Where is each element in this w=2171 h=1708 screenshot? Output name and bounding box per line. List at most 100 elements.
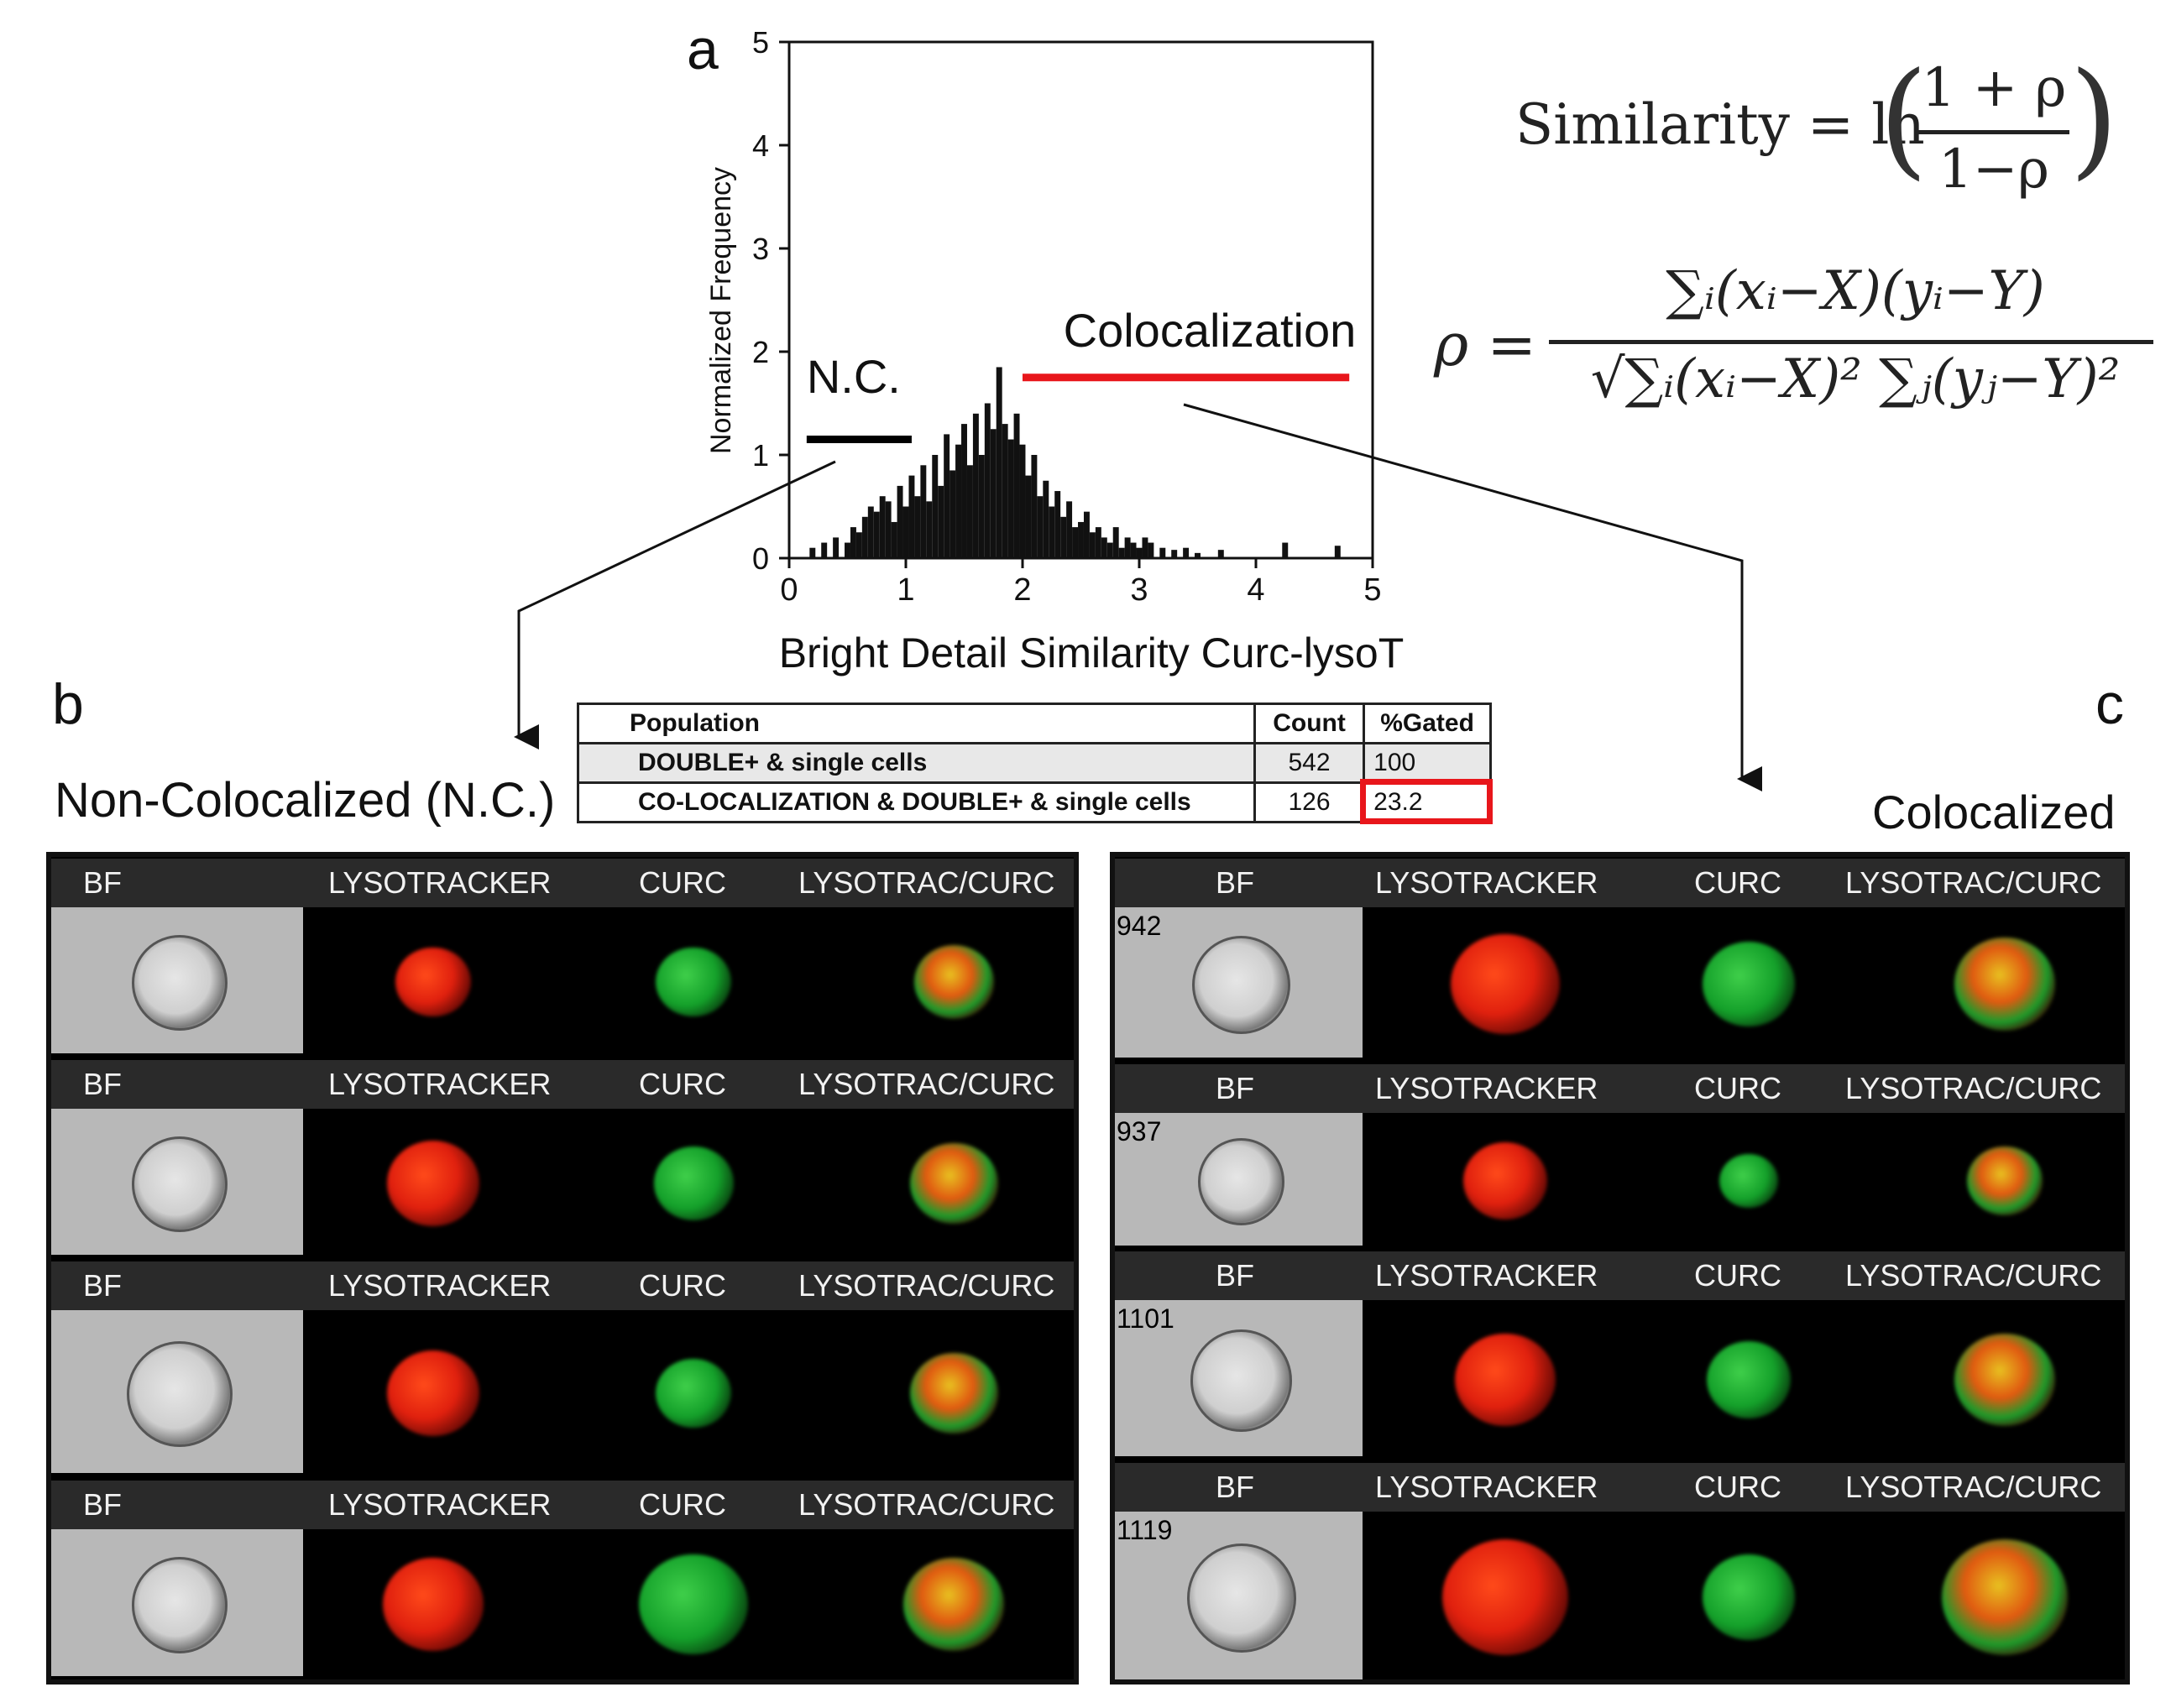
histogram-bar bbox=[1007, 439, 1014, 558]
histogram-bar bbox=[1148, 542, 1154, 558]
channel-label: LYSOTRAC/CURC bbox=[798, 1268, 1055, 1303]
channel-label: LYSOTRAC/CURC bbox=[798, 1487, 1055, 1522]
histogram-bar bbox=[1136, 547, 1143, 558]
image-row: BF LYSOTRACKER CURC LYSOTRAC/CURC 942 bbox=[1115, 859, 2125, 1061]
channel-header: BF LYSOTRACKER CURC LYSOTRAC/CURC bbox=[51, 859, 1074, 907]
histogram-bar bbox=[908, 475, 915, 558]
merge-signal bbox=[909, 1142, 998, 1225]
histogram-bar bbox=[879, 496, 886, 558]
histogram-bar bbox=[1142, 537, 1148, 558]
channel-label: LYSOTRACKER bbox=[1375, 1258, 1598, 1293]
histogram-bar bbox=[861, 516, 868, 558]
curc-signal bbox=[1703, 941, 1795, 1027]
histogram-bar bbox=[1101, 537, 1107, 558]
curc-signal bbox=[656, 1358, 731, 1429]
rho-fraction-bar bbox=[1549, 340, 2153, 344]
arrow-to-coloc bbox=[1183, 403, 1762, 791]
channel-label: BF bbox=[83, 1487, 123, 1522]
arrow-to-nc bbox=[514, 460, 836, 750]
row2-count: 126 bbox=[1253, 781, 1366, 823]
histogram-bar bbox=[1112, 527, 1119, 558]
histogram-bar bbox=[990, 429, 997, 558]
histogram-bar bbox=[902, 506, 909, 558]
curc-signal bbox=[653, 1147, 734, 1220]
merge-signal bbox=[1954, 938, 2055, 1031]
histogram-bar bbox=[1043, 480, 1049, 558]
histogram-bar bbox=[932, 455, 939, 558]
channel-header: BF LYSOTRACKER CURC LYSOTRAC/CURC bbox=[1115, 1463, 2125, 1512]
header-gated: %Gated bbox=[1363, 703, 1492, 744]
brightfield-image bbox=[1115, 907, 1363, 1058]
lysotracker-signal bbox=[1463, 1142, 1547, 1220]
histogram-bar bbox=[1130, 542, 1137, 558]
table-row: CO-LOCALIZATION & DOUBLE+ & single cells… bbox=[577, 781, 1492, 823]
histogram-bar bbox=[1095, 527, 1101, 558]
row1-gated: 100 bbox=[1363, 742, 1492, 784]
channel-label: LYSOTRAC/CURC bbox=[1845, 1071, 2102, 1105]
channel-label: LYSOTRACKER bbox=[328, 1487, 552, 1522]
image-row: BF LYSOTRACKER CURC LYSOTRAC/CURC bbox=[51, 1261, 1074, 1476]
coloc-image-grid: BF LYSOTRACKER CURC LYSOTRAC/CURC 942 BF LYSOT… bbox=[1110, 852, 2130, 1684]
fraction-bar bbox=[1918, 130, 2069, 134]
paren-right: ) bbox=[2069, 46, 2119, 192]
histogram-bar bbox=[1013, 413, 1020, 558]
x-tick-label: 1 bbox=[897, 572, 914, 608]
histogram-bar bbox=[1159, 547, 1166, 558]
coloc-title: Colocalized bbox=[1872, 786, 2116, 838]
channel-label: LYSOTRACKER bbox=[328, 1268, 552, 1303]
y-tick-label: 1 bbox=[752, 438, 769, 473]
header-count: Count bbox=[1253, 703, 1366, 744]
channel-label: LYSOTRACKER bbox=[328, 1067, 552, 1101]
histogram-bar bbox=[891, 521, 897, 558]
histogram-bar bbox=[1078, 521, 1084, 558]
curc-signal bbox=[639, 1554, 748, 1655]
histogram-bar bbox=[961, 424, 967, 558]
image-row: BF LYSOTRACKER CURC LYSOTRAC/CURC 937 bbox=[1115, 1064, 2125, 1249]
channel-label: CURC bbox=[639, 1268, 726, 1303]
brightfield-image bbox=[1115, 1300, 1363, 1456]
row2-population: CO-LOCALIZATION & DOUBLE+ & single cells bbox=[577, 781, 1256, 823]
channel-label: LYSOTRACKER bbox=[328, 865, 552, 900]
cell-brightfield bbox=[1190, 1329, 1293, 1432]
histogram-bar bbox=[978, 455, 985, 558]
rho-numerator: ∑ᵢ(xᵢ−X)(yᵢ−Y) bbox=[1666, 260, 2045, 322]
image-row: BF LYSOTRACKER CURC LYSOTRAC/CURC 1101 bbox=[1115, 1251, 2125, 1460]
brightfield-image bbox=[1115, 1512, 1363, 1679]
merge-signal bbox=[1942, 1539, 2068, 1655]
lysotracker-signal bbox=[1451, 933, 1560, 1035]
histogram-bar bbox=[821, 542, 828, 558]
image-row: BF LYSOTRACKER CURC LYSOTRAC/CURC 1119 bbox=[1115, 1463, 2125, 1683]
panel-letter-c: c bbox=[2095, 672, 2124, 736]
channel-label: CURC bbox=[1694, 865, 1781, 900]
histogram-bar bbox=[949, 470, 956, 558]
channel-header: BF LYSOTRACKER CURC LYSOTRAC/CURC bbox=[1115, 1064, 2125, 1113]
table-row: DOUBLE+ & single cells 542 100 bbox=[577, 742, 1492, 784]
channel-label: LYSOTRACKER bbox=[1375, 1470, 1598, 1504]
histogram-bar bbox=[1019, 444, 1026, 558]
channel-header: BF LYSOTRACKER CURC LYSOTRAC/CURC bbox=[51, 1481, 1074, 1529]
lysotracker-signal bbox=[395, 947, 471, 1017]
y-tick-label: 4 bbox=[752, 128, 769, 163]
x-tick-label: 3 bbox=[1130, 572, 1148, 608]
similarity-formula: Similarity = ln bbox=[1515, 92, 1925, 157]
channel-label: BF bbox=[1216, 865, 1255, 900]
histogram-bar bbox=[1060, 516, 1067, 558]
lysotracker-signal bbox=[387, 1350, 479, 1436]
cell-brightfield bbox=[1197, 1138, 1285, 1225]
histogram-bar bbox=[1054, 491, 1061, 558]
histogram-bar bbox=[1334, 546, 1341, 558]
cell-brightfield bbox=[1192, 936, 1290, 1034]
channel-header: BF LYSOTRACKER CURC LYSOTRAC/CURC bbox=[51, 1261, 1074, 1310]
channel-label: CURC bbox=[1694, 1470, 1781, 1504]
panel-letter-b: b bbox=[52, 672, 84, 736]
histogram-bar bbox=[1049, 506, 1055, 558]
channel-label: BF bbox=[83, 1268, 123, 1303]
x-tick-label: 0 bbox=[780, 572, 798, 608]
histogram-bar bbox=[833, 537, 840, 558]
histogram-bar bbox=[885, 501, 892, 558]
histogram-bar bbox=[914, 496, 921, 558]
row1-population: DOUBLE+ & single cells bbox=[577, 742, 1256, 784]
histogram-bar bbox=[926, 501, 933, 558]
channel-label: LYSOTRACKER bbox=[1375, 1071, 1598, 1105]
cell-brightfield bbox=[126, 1340, 233, 1448]
